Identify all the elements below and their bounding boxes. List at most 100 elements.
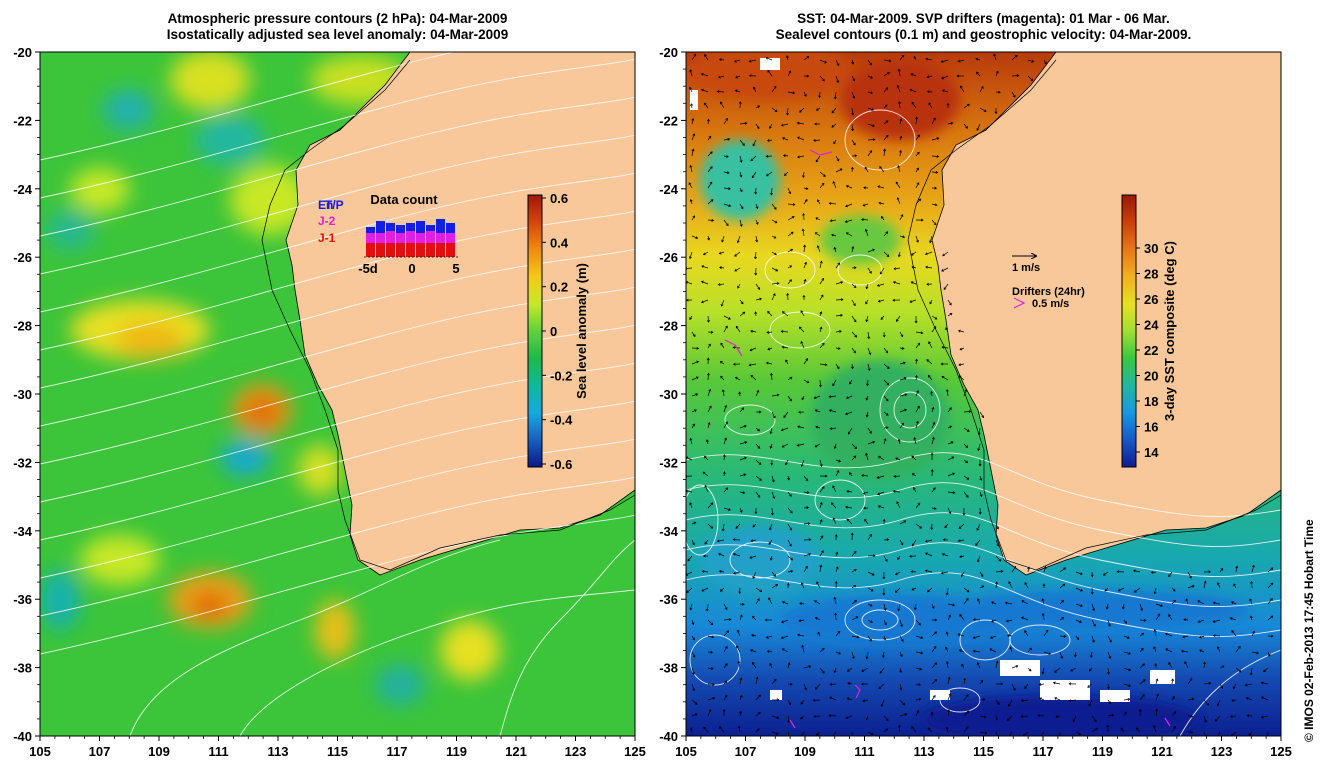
sst-colorbar-label: 3-day SST composite (deg C) (1162, 241, 1177, 421)
data-count-bar (396, 243, 405, 257)
right-title-line2: Sealevel contours (0.1 m) and geostrophi… (775, 27, 1192, 42)
y-axis-tick-label: -24 (13, 182, 33, 197)
data-count-bar (446, 243, 455, 257)
data-count-bar (436, 233, 445, 243)
data-count-tick-end: 5 (452, 261, 459, 276)
left-map-panel: 105 107 109 111 113 115 117 119 121 123 125 -20 -22 -… (13, 45, 646, 759)
sealevel-contours (686, 109, 1281, 736)
x-axis-tick-label: 111 (854, 744, 874, 759)
credit-text: © IMOS 02-Feb-2013 17:45 Hobart Time (1302, 519, 1316, 742)
y-axis-tick-label: -26 (659, 250, 678, 265)
data-count-bar (446, 223, 455, 233)
y-axis-tick-label: -30 (659, 387, 678, 402)
right-axis-ticks: 105 107 109 111 113 115 117 119 121 123 125 -20 -22 -… (659, 45, 1292, 759)
y-axis-tick-label: -28 (13, 319, 32, 334)
x-axis-tick-label: 105 (29, 744, 51, 759)
colorbar-tick-label: -0.2 (550, 368, 572, 383)
data-count-bar (396, 233, 405, 243)
colorbar-tick-label: 30 (1144, 241, 1158, 256)
x-axis-tick-label: 111 (208, 744, 228, 759)
data-count-tick-zero: 0 (408, 261, 415, 276)
colorbar-tick-label: 0 (550, 324, 557, 339)
legend-j2: J-2 (318, 214, 336, 228)
drifter-arrow-icon (1013, 297, 1026, 309)
data-count-bar (386, 243, 395, 257)
colorbar-tick-label: 18 (1144, 394, 1158, 409)
data-count-bar (376, 221, 385, 233)
data-count-bar (416, 233, 425, 243)
colorbar-tick-label: 14 (1144, 445, 1159, 460)
data-count-title: Data count (370, 192, 438, 207)
sla-anomaly-blobs (40, 52, 500, 705)
y-axis-tick-label: -40 (13, 729, 32, 744)
x-axis-tick-label: 125 (624, 744, 646, 759)
y-axis-tick-label: -36 (13, 592, 32, 607)
y-axis-tick-label: -20 (13, 45, 32, 60)
geostrophic-velocity-arrows (686, 53, 1274, 736)
x-axis-tick-label: 121 (1151, 744, 1173, 759)
y-axis-tick-label: -20 (659, 45, 678, 60)
y-axis-tick-label: -26 (13, 250, 32, 265)
data-count-bar (366, 233, 375, 243)
velocity-scale-legend: 1 m/s (1012, 256, 1040, 274)
cloud-mask-patches (690, 58, 1175, 702)
right-shelf-contour (907, 59, 1281, 571)
colorbar-tick-label: 26 (1144, 292, 1158, 307)
colorbar-tick-label: 0.2 (550, 280, 568, 295)
velocity-scale-label: 1 m/s (1012, 262, 1040, 274)
y-axis-tick-label: -38 (659, 661, 678, 676)
data-count-bar (396, 225, 405, 233)
sla-colorbar: 0.6 0.4 0.2 0 -0.2 -0.4 -0.6 Sea level anomaly… (527, 191, 589, 472)
data-count-bar (376, 243, 385, 257)
data-count-bars (366, 219, 455, 257)
left-land-australia (285, 52, 635, 576)
x-axis-tick-label: 107 (735, 744, 757, 759)
y-axis-tick-label: -38 (13, 661, 32, 676)
drifters-label: Drifters (24hr) (1012, 286, 1085, 298)
x-axis-tick-label: 115 (327, 744, 348, 759)
colorbar-tick-label: 16 (1144, 420, 1158, 435)
x-axis-tick-label: 109 (794, 744, 816, 759)
y-axis-tick-label: -30 (13, 387, 32, 402)
y-axis-tick-label: -22 (13, 113, 32, 128)
left-title-line1: Atmospheric pressure contours (2 hPa): 0… (167, 11, 508, 26)
data-count-bar (436, 243, 445, 257)
left-axis-ticks: 105 107 109 111 113 115 117 119 121 123 125 -20 -22 -… (13, 45, 646, 759)
data-count-bar (426, 231, 435, 243)
legend-en: En (318, 198, 333, 212)
x-axis-tick-label: 113 (268, 744, 289, 759)
colorbar-tick-label: 0.6 (550, 191, 568, 206)
colorbar-tick-label: 28 (1144, 267, 1158, 282)
colorbar-tick-label: 20 (1144, 369, 1158, 384)
data-count-bar (376, 233, 385, 243)
left-title-line2: Isostatically adjusted sea level anomaly… (166, 27, 509, 42)
y-axis-tick-label: -22 (659, 113, 678, 128)
legend-j1: J-1 (318, 231, 336, 245)
left-map-title: Atmospheric pressure contours (2 hPa): 0… (40, 11, 635, 43)
data-count-bar (386, 231, 395, 243)
sla-colorbar-scale (527, 194, 543, 468)
right-title-line1: SST: 04-Mar-2009. SVP drifters (magenta)… (797, 11, 1170, 26)
x-axis-tick-label: 107 (89, 744, 111, 759)
y-axis-tick-label: -32 (659, 455, 678, 470)
data-count-bar (366, 227, 375, 233)
y-axis-tick-label: -32 (13, 455, 32, 470)
colorbar-tick-label: 0.4 (550, 235, 569, 250)
x-axis-tick-label: 109 (148, 744, 170, 759)
legend-tp: T/P (325, 198, 344, 212)
data-count-bar (426, 243, 435, 257)
data-count-tick-start: -5d (358, 261, 378, 276)
pressure-contours (40, 52, 635, 736)
x-axis-tick-label: 117 (1033, 744, 1054, 759)
drifter-scale-label: 0.5 m/s (1032, 298, 1069, 310)
right-map-panel: 105 107 109 111 113 115 117 119 121 123 125 -20 -22 -… (659, 45, 1292, 759)
y-axis-tick-label: -28 (659, 319, 678, 334)
data-count-bar (386, 223, 395, 231)
data-count-bar (366, 243, 375, 257)
data-count-bar (416, 221, 425, 233)
colorbar-tick-label: 24 (1144, 318, 1159, 333)
colorbar-tick-label: -0.6 (550, 457, 572, 472)
data-count-bar (436, 219, 445, 233)
right-land-australia (931, 52, 1281, 576)
x-axis-tick-label: 119 (1092, 744, 1113, 759)
